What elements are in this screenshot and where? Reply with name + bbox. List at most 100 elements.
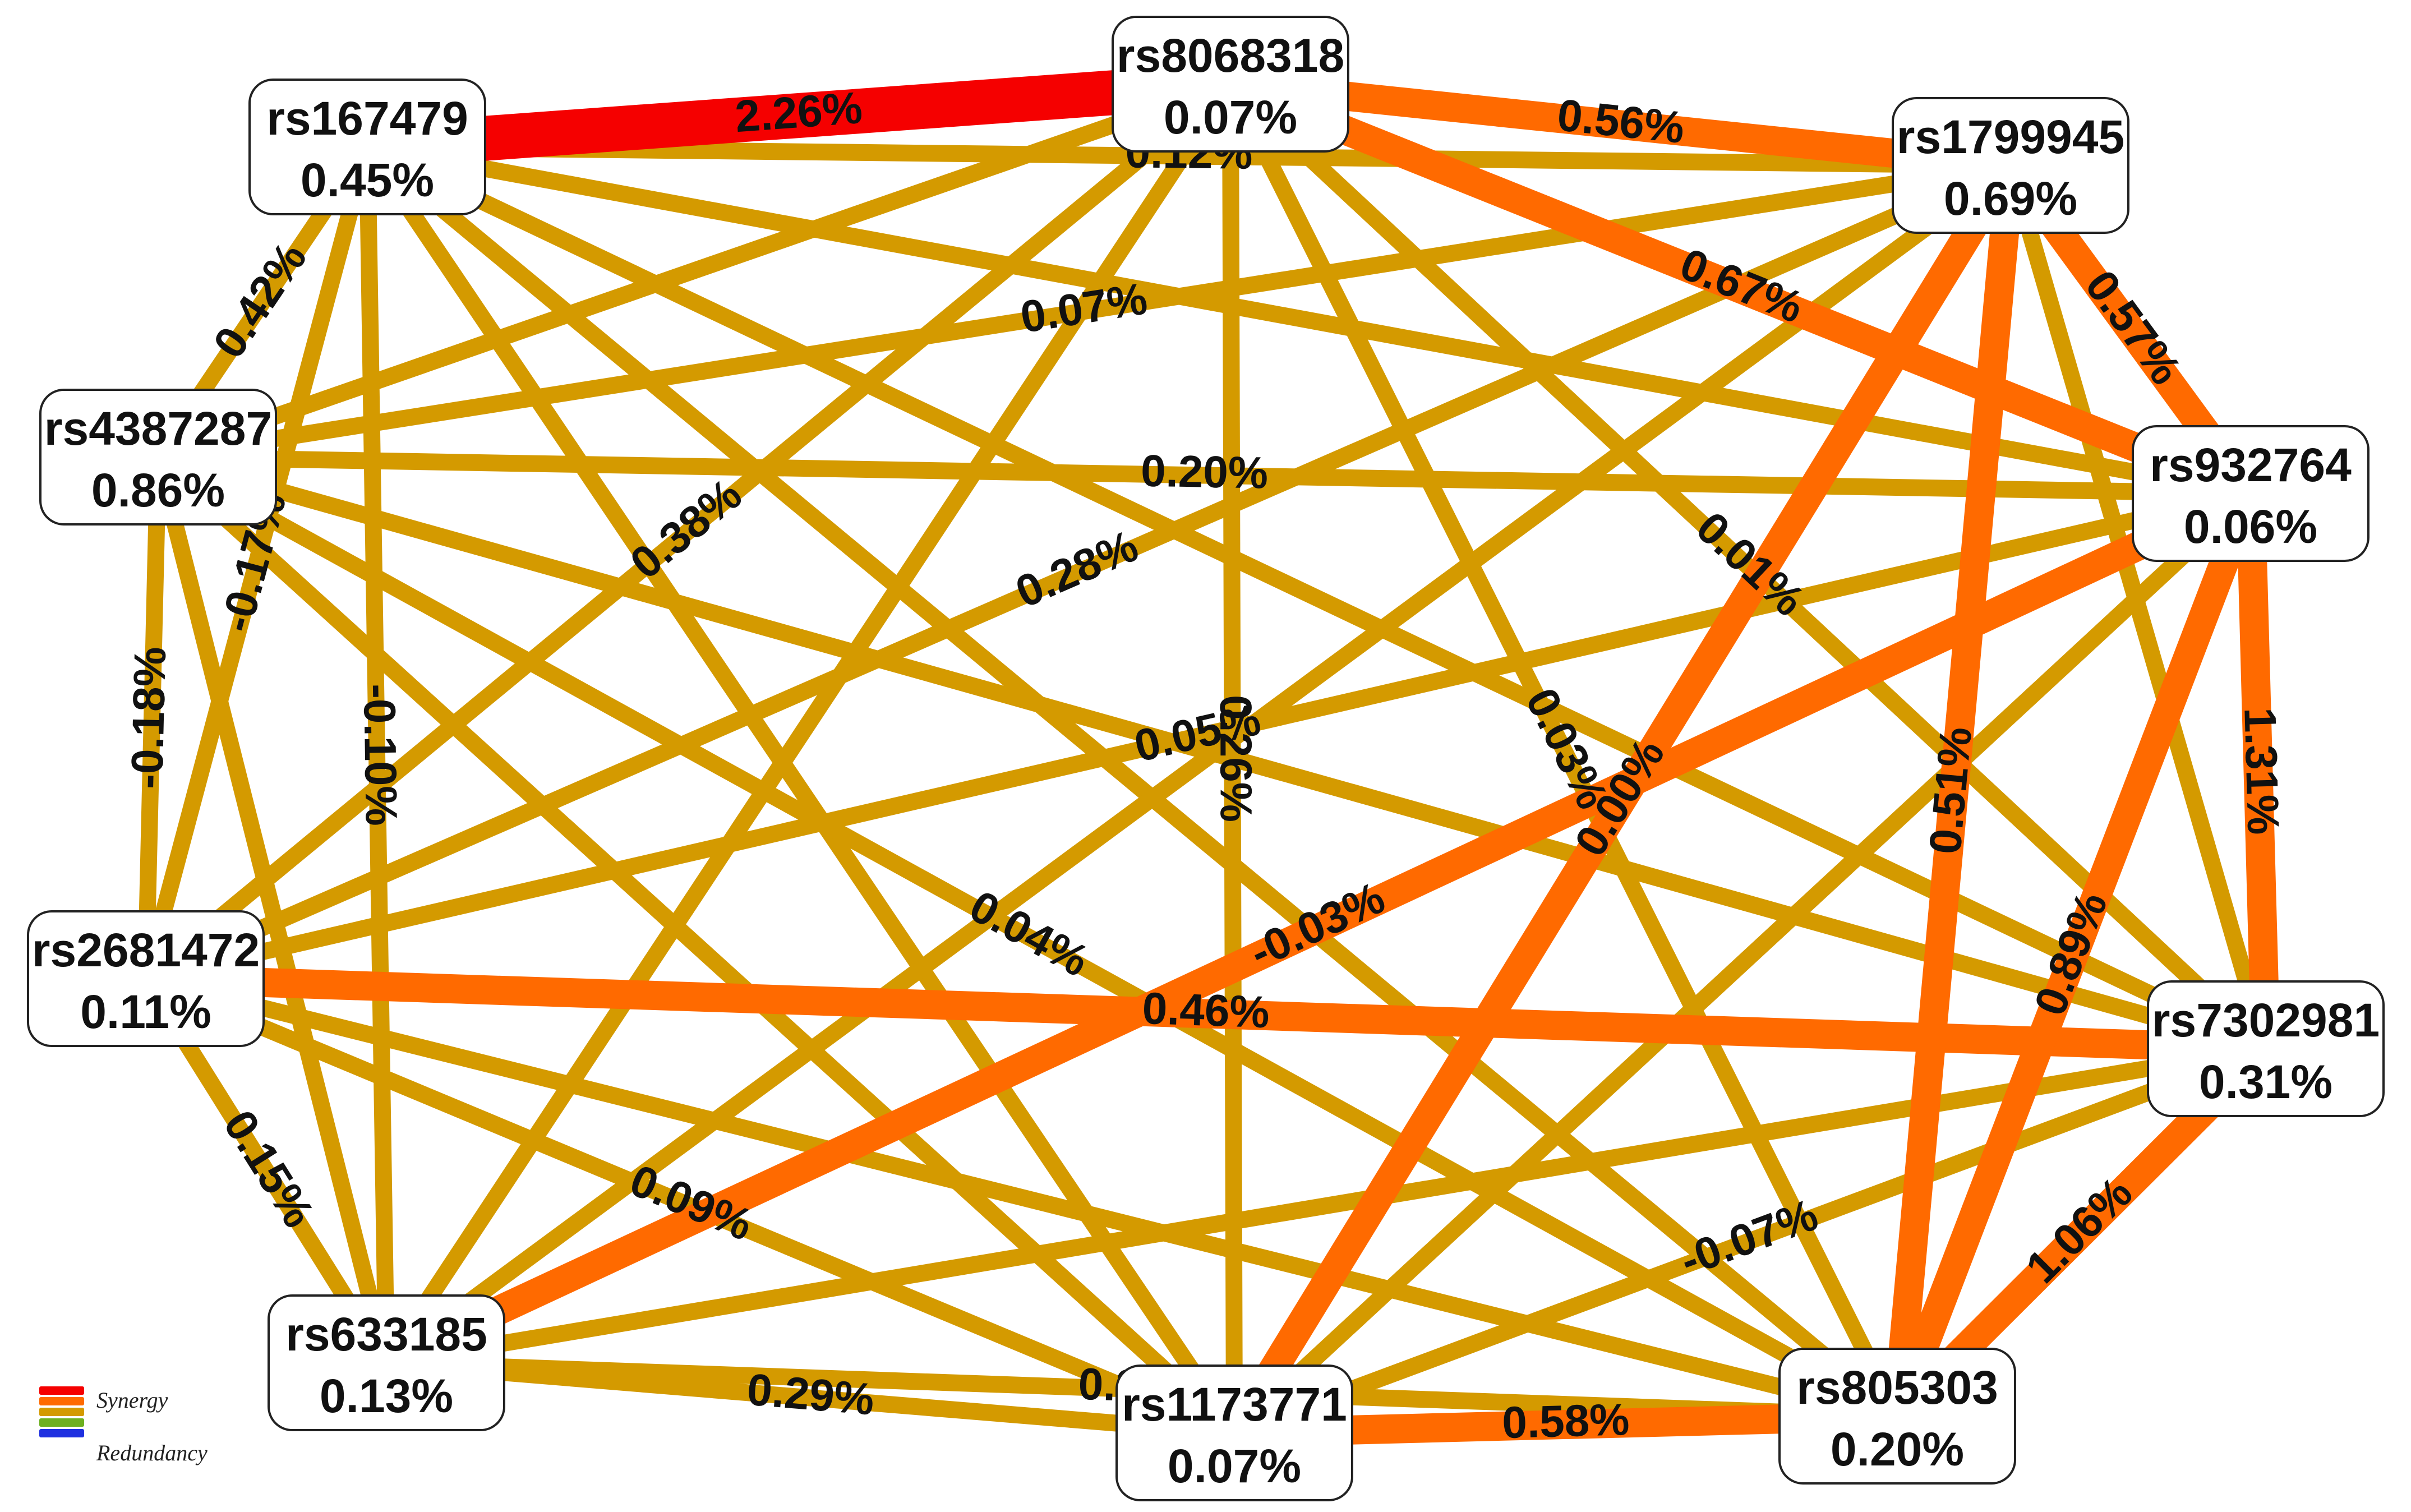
node-value: 0.69%	[1944, 172, 2077, 225]
edge-rs4387287-rs805303	[150, 449, 1906, 1425]
edge-rs932764-rs1173771	[1226, 485, 2259, 1441]
edge-rs4387287-rs932764	[150, 449, 2259, 502]
edge-rs1799945-rs1173771	[1220, 151, 2025, 1448]
node-name: rs1799945	[1897, 110, 2124, 163]
node-rs4387287: rs4387287 0.86%	[39, 389, 277, 525]
legend-swatch-synergy	[39, 1397, 84, 1405]
edge-label-rs8068318-rs1173771: 0.26%	[1211, 695, 1261, 822]
node-rs7302981: rs7302981 0.31%	[2147, 980, 2385, 1117]
edge-label-rs167479-rs633185: -0.10%	[354, 683, 407, 826]
edge-rs167479-rs805303	[359, 139, 1906, 1425]
node-box	[39, 389, 277, 525]
legend-swatch-neutral	[39, 1418, 84, 1427]
edge-rs2681472-rs7302981	[131, 964, 2280, 1063]
edge-rs633185-rs7302981	[378, 1040, 2274, 1371]
edge-rs932764-rs633185	[372, 479, 2265, 1377]
legend-synergy-label: Synergy	[96, 1387, 168, 1413]
node-value: 0.31%	[2199, 1055, 2332, 1108]
edge-label-rs1173771-rs805303: 0.58%	[1501, 1394, 1630, 1448]
node-value: 0.06%	[2184, 500, 2317, 553]
node-name: rs167479	[266, 92, 468, 145]
node-rs167479: rs167479 0.45%	[248, 79, 486, 215]
node-rs8068318: rs8068318 0.07%	[1112, 16, 1349, 153]
edge-rs167479-rs8068318	[345, 62, 1253, 169]
node-box	[1112, 16, 1349, 153]
node-box	[1892, 97, 2129, 234]
edge-label-rs8068318-rs2681472: 0.38%	[621, 469, 751, 588]
nodes-layer: rs8068318 0.07% rs167479 0.45% rs1799945 0.69…	[27, 16, 2385, 1501]
edge-rs4387287-rs1173771	[150, 449, 1243, 1441]
node-box	[1115, 1365, 1353, 1501]
node-name: rs7302981	[2152, 994, 2380, 1047]
edge-rs8068318-rs932764	[1216, 70, 2265, 508]
node-value: 0.07%	[1164, 91, 1297, 144]
node-value: 0.13%	[320, 1370, 453, 1422]
node-rs805303: rs805303 0.20%	[1778, 1348, 2016, 1485]
edge-label-rs2681472-rs7302981: 0.46%	[1141, 983, 1270, 1037]
edge-rs4387287-rs633185	[150, 449, 395, 1371]
edge-label-rs1799945-rs2681472: 0.28%	[1008, 520, 1145, 617]
legend-swatch-redundancy	[39, 1429, 84, 1437]
edge-label-rs1173771-rs7302981: -0.07%	[1674, 1190, 1824, 1286]
node-value: 0.11%	[80, 985, 211, 1038]
edge-rs1799945-rs2681472	[137, 157, 2019, 987]
node-name: rs805303	[1796, 1361, 1998, 1414]
node-rs1799945: rs1799945 0.69%	[1892, 97, 2129, 234]
edge-rs932764-rs805303	[1883, 479, 2265, 1431]
node-value: 0.20%	[1831, 1423, 1964, 1476]
node-name: rs4387287	[44, 402, 272, 455]
edge-rs1799945-rs4387287	[150, 157, 2019, 465]
edge-rs167479-rs2681472	[137, 139, 376, 987]
legend-swatch-weak	[39, 1408, 84, 1416]
node-value: 0.86%	[91, 464, 225, 517]
edge-rs8068318-rs633185	[378, 76, 1239, 1371]
edge-label-rs1799945-rs4387287: 0.07%	[1017, 273, 1151, 342]
node-value: 0.45%	[301, 154, 434, 206]
edge-rs8068318-rs4387287	[150, 76, 1239, 465]
edge-rs1173771-rs7302981	[1226, 1040, 2274, 1441]
node-box	[27, 910, 265, 1047]
edge-rs167479-rs932764	[359, 139, 2259, 502]
edge-rs1799945-rs805303	[1883, 151, 2025, 1431]
node-box	[248, 79, 486, 215]
legend-swatch-synergy-strong	[39, 1386, 84, 1395]
edge-label-rs1799945-rs805303: 0.51%	[1920, 725, 1981, 856]
edge-label-rs7302981-rs805303: 1.06%	[2016, 1167, 2142, 1292]
edge-label-rs633185-rs1173771: 0.29%	[745, 1365, 876, 1425]
node-value: 0.07%	[1168, 1440, 1301, 1492]
edge-rs8068318-rs805303	[1222, 76, 1906, 1425]
legend: Synergy Redundancy	[39, 1386, 208, 1465]
node-rs633185: rs633185 0.13%	[268, 1294, 505, 1431]
edge-rs932764-rs7302981	[2236, 479, 2280, 1063]
node-rs2681472: rs2681472 0.11%	[27, 910, 265, 1047]
edge-label-rs932764-rs7302981: 1.31%	[2235, 707, 2288, 835]
edge-label-rs2681472-rs633185: 0.15%	[214, 1101, 324, 1236]
edge-rs2681472-rs805303	[137, 970, 1906, 1425]
node-box	[2132, 425, 2369, 562]
edge-rs4387287-rs2681472	[137, 449, 167, 987]
node-box	[268, 1294, 505, 1431]
node-name: rs932764	[2150, 439, 2352, 491]
edge-label-rs4387287-rs2681472: -0.18%	[122, 646, 175, 790]
edge-label-rs167479-rs8068318: 2.26%	[734, 82, 864, 141]
edge-label-rs1799945-rs932764: 0.57%	[2076, 261, 2191, 394]
node-rs1173771: rs1173771 0.07%	[1115, 1365, 1353, 1501]
node-name: rs8068318	[1117, 29, 1344, 82]
edge-rs167479-rs633185	[359, 139, 395, 1371]
edge-label-rs8068318-rs1799945: 0.56%	[1555, 90, 1687, 153]
node-rs932764: rs932764 0.06%	[2132, 425, 2369, 562]
edge-label-rs167479-rs4387287: 0.42%	[204, 233, 316, 367]
node-box	[2147, 980, 2385, 1117]
edge-rs8068318-rs1799945	[1216, 70, 2025, 180]
node-name: rs1173771	[1122, 1378, 1347, 1431]
legend-redundancy-label: Redundancy	[96, 1440, 208, 1465]
node-name: rs633185	[285, 1308, 487, 1361]
edge-label-rs4387287-rs932764: 0.20%	[1140, 446, 1268, 498]
edge-rs932764-rs2681472	[137, 485, 2259, 987]
edge-rs1799945-rs633185	[378, 157, 2019, 1371]
edge-rs4387287-rs7302981	[150, 449, 2274, 1057]
node-name: rs2681472	[32, 924, 260, 976]
edge-rs8068318-rs2681472	[137, 76, 1239, 987]
node-box	[1778, 1348, 2016, 1485]
